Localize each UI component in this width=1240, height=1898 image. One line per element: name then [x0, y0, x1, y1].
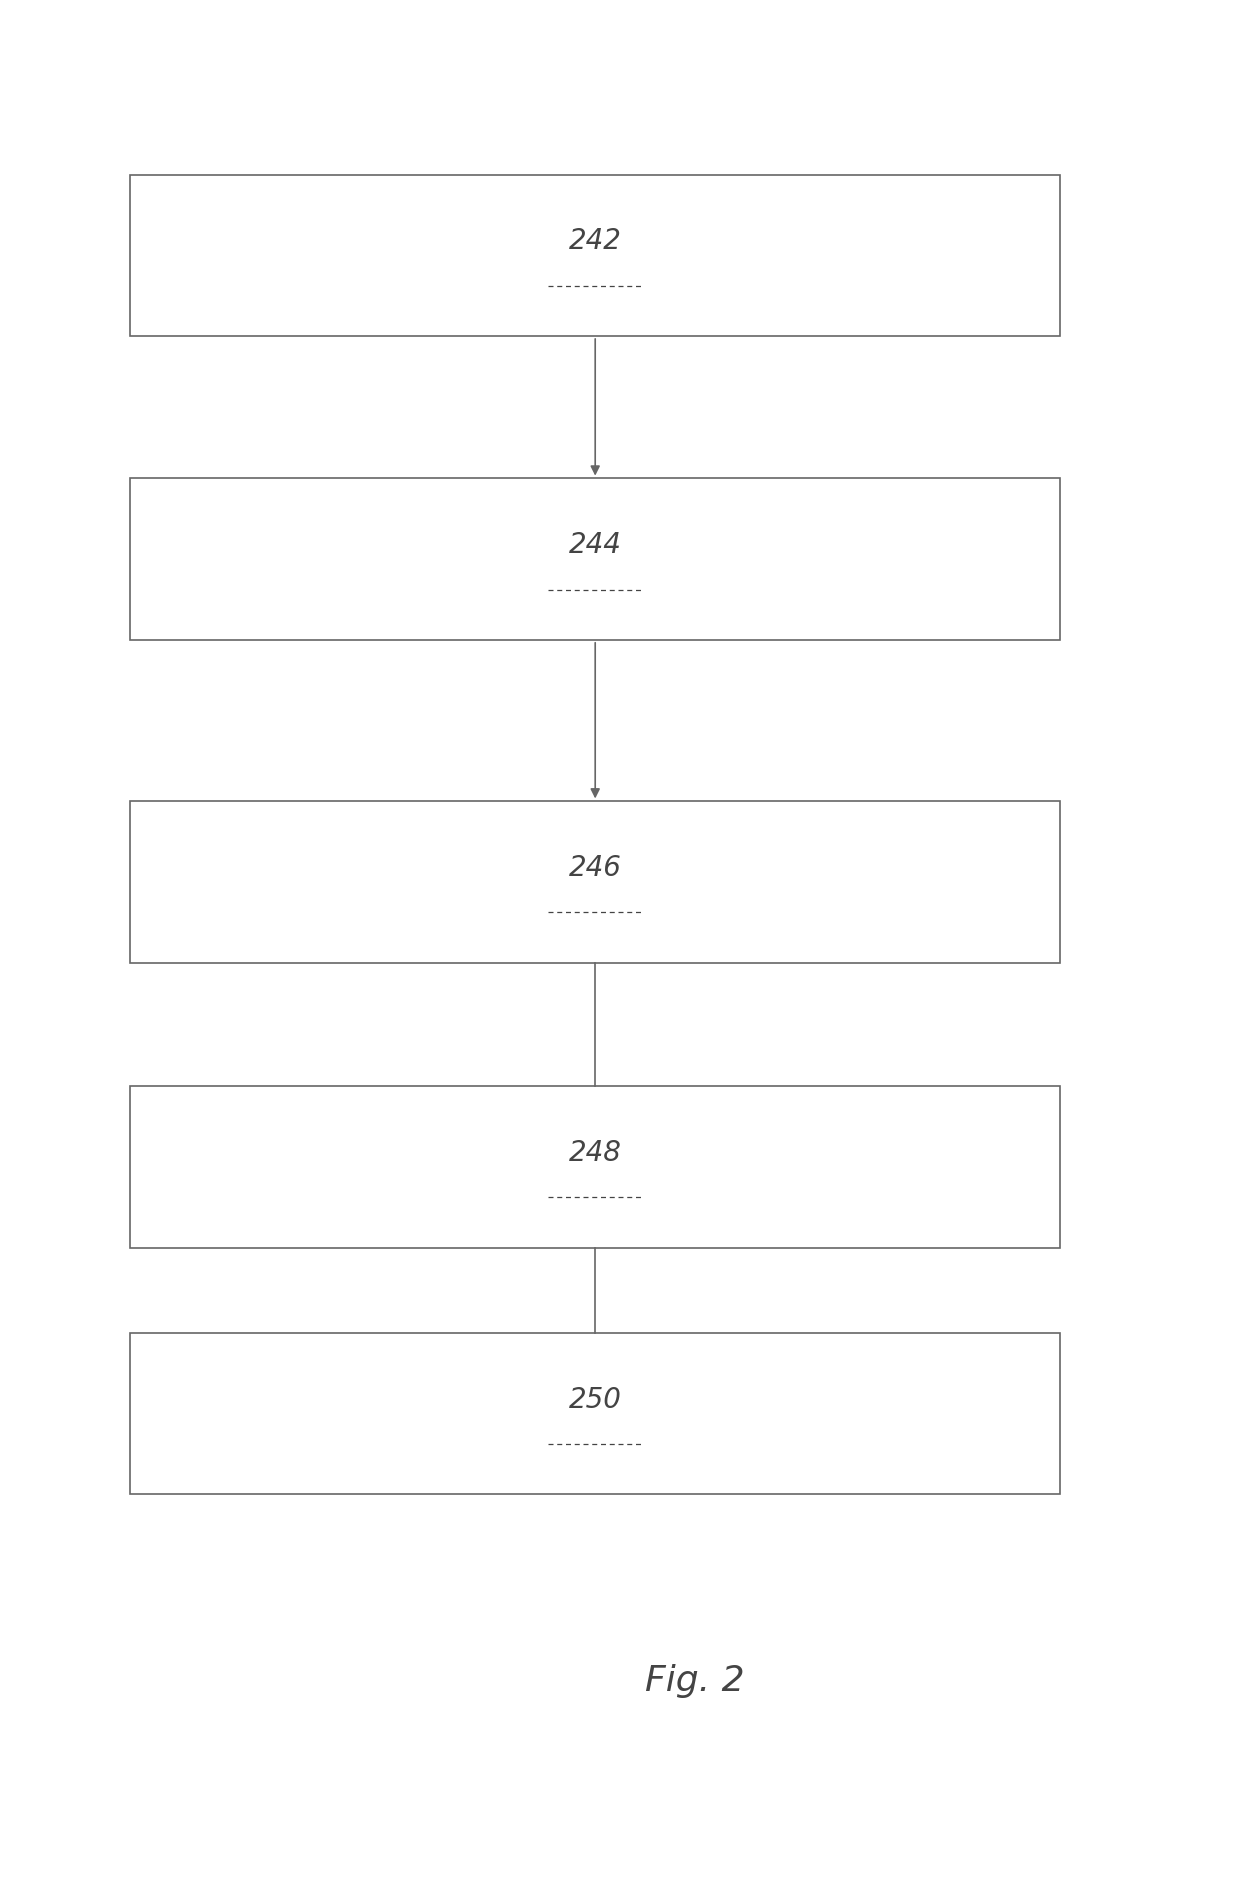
Bar — [130, 1086, 1060, 1249]
Text: 250: 250 — [569, 1386, 621, 1412]
Text: Fig. 2: Fig. 2 — [645, 1663, 744, 1697]
Bar — [130, 177, 1060, 338]
Text: 242: 242 — [569, 228, 621, 254]
Bar — [130, 801, 1060, 962]
Text: 246: 246 — [569, 854, 621, 881]
Text: 248: 248 — [569, 1139, 621, 1165]
Bar — [130, 478, 1060, 642]
Bar — [130, 1332, 1060, 1496]
Text: 244: 244 — [569, 531, 621, 558]
